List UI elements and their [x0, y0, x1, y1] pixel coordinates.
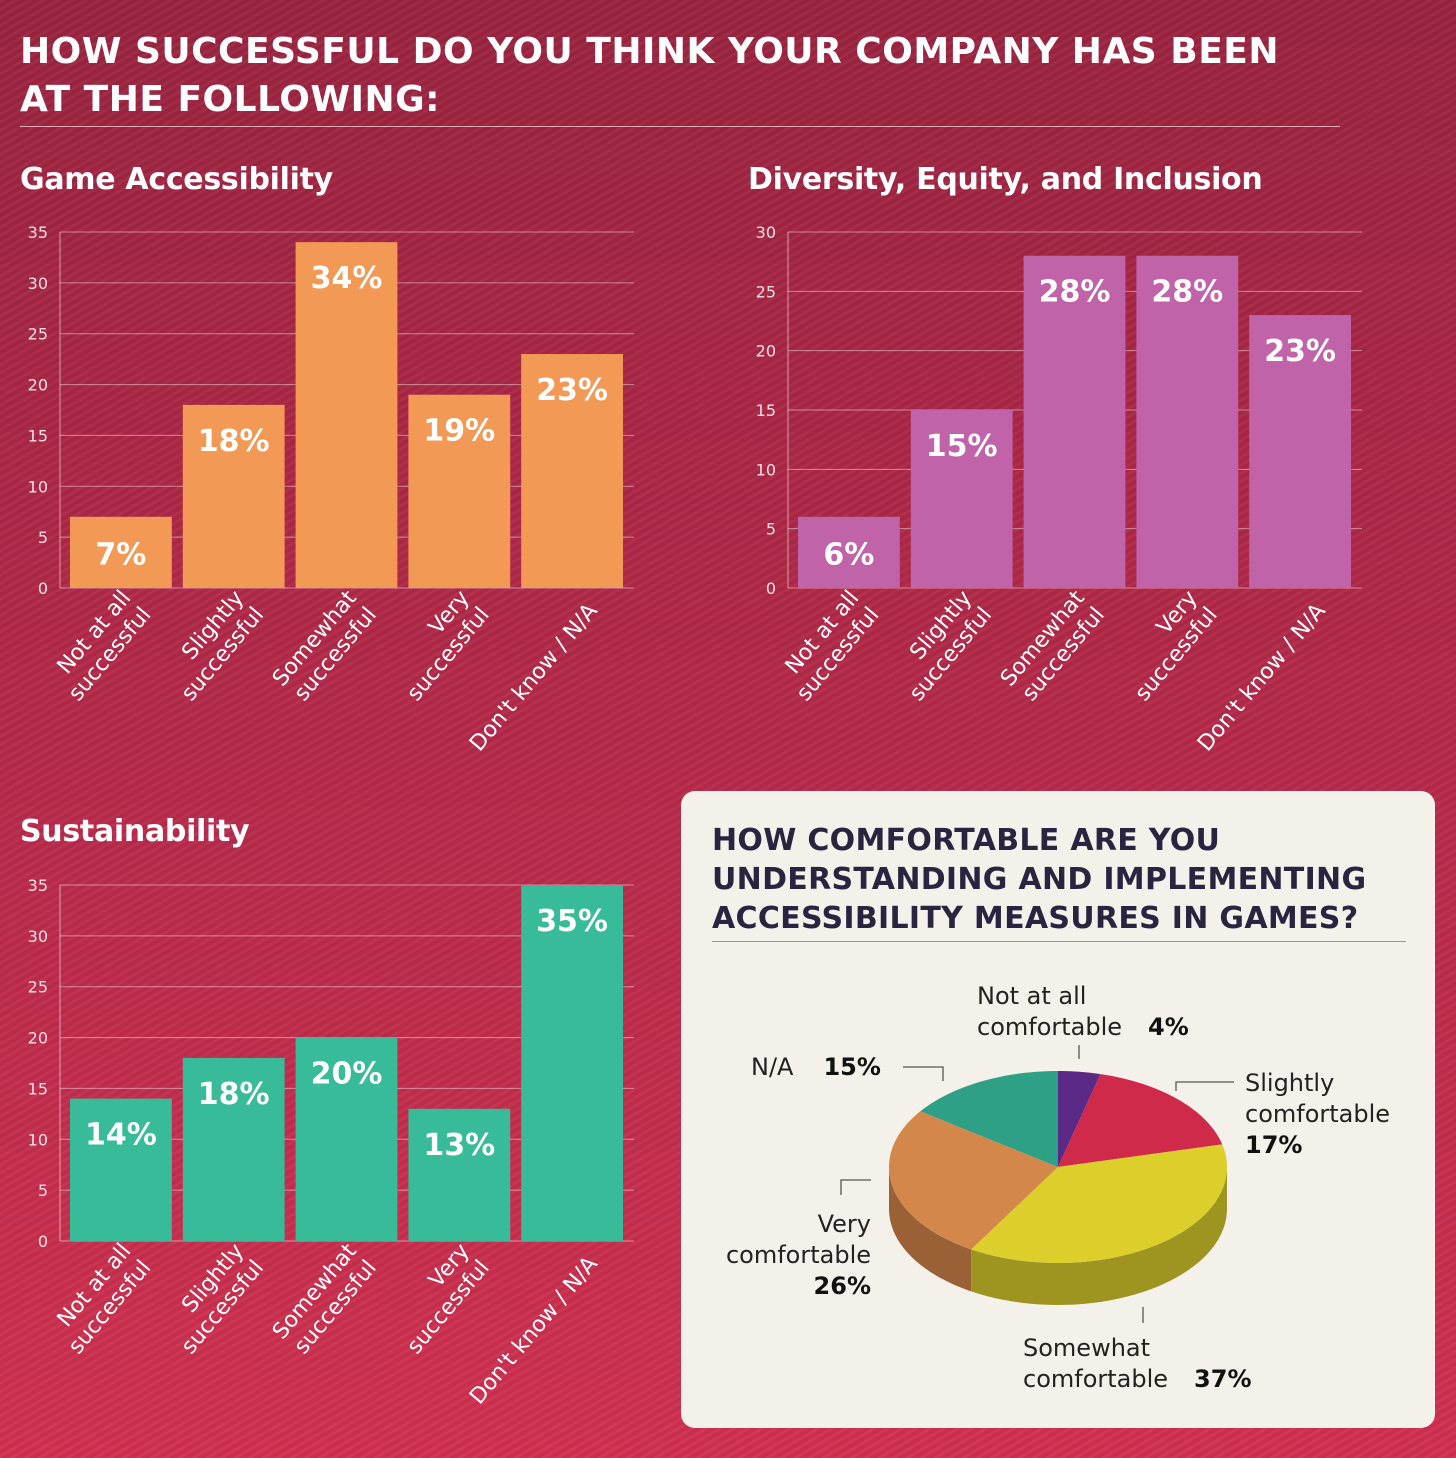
data-label: 34%: [311, 261, 383, 296]
y-tick-label: 25: [28, 325, 48, 344]
bar-not-at-all-successful: [70, 516, 172, 588]
bar-not-at-all-successful: [798, 516, 900, 588]
bar-don-t-know-n-a: [1249, 315, 1351, 588]
y-tick-label: 20: [28, 376, 48, 395]
pie-panel: HOW COMFORTABLE ARE YOU UNDERSTANDING AN…: [681, 791, 1435, 1428]
bar-slightly-successful: [182, 404, 285, 588]
y-tick-label: 20: [756, 342, 776, 361]
pie-leader-line: [903, 1066, 944, 1081]
bar-very-successful: [1136, 255, 1239, 588]
data-label: 13%: [423, 1128, 495, 1163]
bar-slightly-successful: [910, 410, 1013, 588]
bar-not-at-all-successful: [70, 1098, 172, 1241]
data-label: 20%: [311, 1057, 383, 1092]
data-label: 18%: [198, 1077, 270, 1112]
y-tick-label: 5: [38, 1181, 48, 1200]
pie-side-very-comfortable: [889, 1167, 972, 1292]
data-label: 14%: [85, 1118, 157, 1153]
x-tick-label: Somewhatsuccessful: [268, 586, 382, 708]
y-tick-label: 25: [756, 282, 776, 301]
pie-title-divider: [712, 941, 1406, 942]
bar-slightly-successful: [182, 1057, 285, 1241]
y-tick-label: 35: [28, 223, 48, 242]
y-tick-label: 30: [756, 223, 776, 242]
chart-title-sustainability: Sustainability: [20, 814, 250, 849]
y-tick-label: 35: [28, 876, 48, 895]
main-title: HOW SUCCESSFUL DO YOU THINK YOUR COMPANY…: [20, 31, 1280, 120]
y-tick-label: 5: [766, 520, 776, 539]
pie-slice-slightly-comfortable: [1058, 1074, 1223, 1167]
y-tick-label: 25: [28, 978, 48, 997]
pie-slice-somewhat-comfortable: [971, 1144, 1227, 1263]
data-label: 6%: [823, 537, 874, 572]
pie-slice-very-comfortable: [889, 1111, 1058, 1250]
y-tick-label: 0: [38, 579, 48, 598]
data-label: 23%: [1264, 334, 1336, 369]
y-tick-label: 5: [38, 528, 48, 547]
pie-slice-n-a: [920, 1071, 1058, 1167]
data-label: 23%: [536, 373, 608, 408]
data-label: 35%: [536, 904, 608, 939]
data-label: 15%: [926, 429, 998, 464]
pie-chart-title: HOW COMFORTABLE ARE YOU UNDERSTANDING AN…: [712, 823, 1367, 936]
chart-title-game-accessibility: Game Accessibility: [20, 162, 333, 197]
bar-somewhat-successful: [295, 242, 398, 588]
bar-somewhat-successful: [1023, 255, 1126, 588]
pie-label-slightly: Slightly comfortable 17%: [1245, 1069, 1391, 1159]
y-tick-label: 30: [28, 927, 48, 946]
bar-somewhat-successful: [295, 1037, 398, 1241]
pie-label-somewhat: Somewhat comfortable 37%: [1023, 1334, 1252, 1393]
x-tick-label: Not at allsuccessful: [44, 586, 156, 706]
data-label: 28%: [1151, 275, 1223, 310]
y-tick-label: 20: [28, 1029, 48, 1048]
y-tick-label: 10: [756, 460, 776, 479]
y-tick-label: 15: [28, 1079, 48, 1098]
x-tick-label: Slightlysuccessful: [157, 1239, 269, 1359]
bar-very-successful: [408, 394, 511, 588]
x-tick-label: Verysuccessful: [382, 1239, 494, 1359]
bar-chart-diversity-equity-and-inclusion: 0 5 10 15 20 25 30 6% Not at allsuccessful 15% Sli…: [756, 223, 1362, 756]
pie-leader-line: [1175, 1081, 1234, 1091]
y-tick-label: 15: [756, 401, 776, 420]
data-label: 7%: [95, 537, 146, 572]
x-tick-label: Slightlysuccessful: [157, 586, 269, 706]
y-tick-label: 30: [28, 274, 48, 293]
bar-don-t-know-n-a: [521, 885, 623, 1241]
x-tick-label: Verysuccessful: [382, 586, 494, 706]
y-tick-label: 10: [28, 1130, 48, 1149]
pie-side-somewhat-comfortable: [971, 1167, 1227, 1305]
y-tick-label: 10: [28, 477, 48, 496]
bar-chart-game-accessibility: 0 5 10 15 20 25 30 35 7% Not at allsuccessful 18% S…: [28, 223, 634, 756]
x-tick-label: Verysuccessful: [1110, 586, 1222, 706]
pie-label-na: N/A 15%: [751, 1053, 881, 1081]
y-tick-label: 0: [38, 1232, 48, 1251]
pie-chart: [840, 1045, 1234, 1323]
data-label: 19%: [423, 414, 495, 449]
y-tick-label: 15: [28, 426, 48, 445]
x-tick-label: Somewhatsuccessful: [996, 586, 1110, 708]
x-tick-label: Not at allsuccessful: [44, 1239, 156, 1359]
x-tick-label: Slightlysuccessful: [885, 586, 997, 706]
data-label: 18%: [198, 424, 270, 459]
title-divider: [20, 126, 1340, 127]
pie-label-not-at-all: Not at all comfortable 4%: [977, 982, 1189, 1041]
pie-slice-not-at-all-comfortable: [1058, 1071, 1101, 1167]
pie-slices: [889, 1071, 1227, 1305]
x-tick-label: Somewhatsuccessful: [268, 1239, 382, 1361]
pie-leader-line: [840, 1179, 871, 1195]
bar-very-successful: [408, 1108, 511, 1241]
pie-label-very: Very comfortable 26%: [725, 1210, 871, 1300]
chart-title-dei: Diversity, Equity, and Inclusion: [748, 162, 1263, 197]
data-label: 28%: [1039, 275, 1111, 310]
x-tick-label: Not at allsuccessful: [772, 586, 884, 706]
bar-chart-sustainability: 0 5 10 15 20 25 30 35 14% Not at allsuccessful 18%…: [28, 876, 634, 1409]
bar-don-t-know-n-a: [521, 354, 623, 588]
y-tick-label: 0: [766, 579, 776, 598]
